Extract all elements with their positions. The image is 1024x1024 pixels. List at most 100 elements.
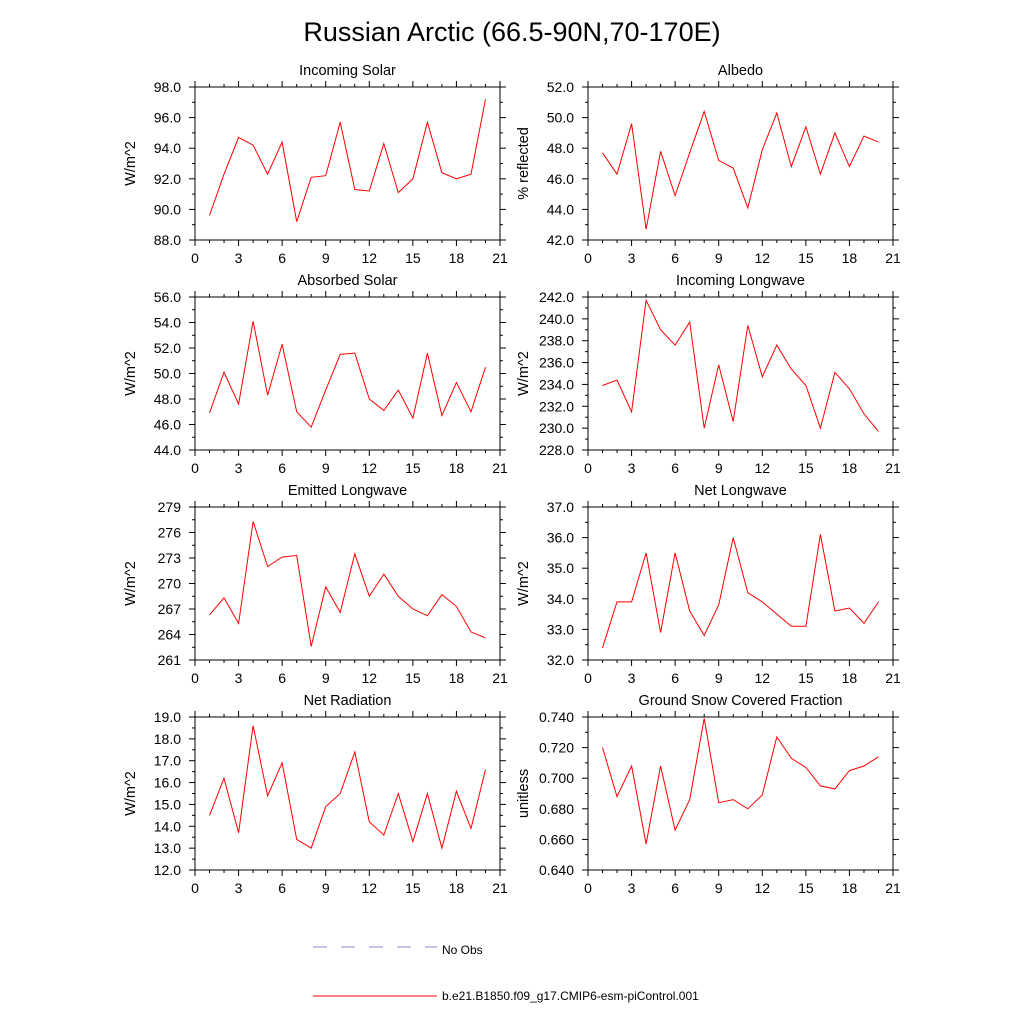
x-tick-label: 15 bbox=[405, 460, 421, 476]
y-tick-label: 0.680 bbox=[539, 801, 574, 817]
y-tick-label: 15.0 bbox=[154, 796, 181, 812]
x-tick-label: 3 bbox=[235, 250, 243, 266]
panel-1: 0 3 6 9 12 15 18 21 98.0 96.0 94.0 92.0 90.0 88.0 Inco… bbox=[123, 63, 508, 266]
x-tick-label: 3 bbox=[235, 460, 243, 476]
y-tick-label: 16.0 bbox=[154, 775, 181, 791]
y-tick-label: 240.0 bbox=[539, 311, 574, 327]
panel-title: Emitted Longwave bbox=[288, 483, 407, 499]
panel-title: Net Radiation bbox=[304, 693, 392, 709]
y-tick-label: 48.0 bbox=[154, 391, 181, 407]
x-tick-label: 21 bbox=[492, 250, 508, 266]
y-tick-label: 46.0 bbox=[154, 417, 181, 433]
y-tick-label: 0.720 bbox=[539, 740, 574, 756]
x-tick-label: 6 bbox=[671, 880, 679, 896]
x-tick-label: 9 bbox=[715, 460, 723, 476]
x-tick-label: 6 bbox=[278, 250, 286, 266]
x-tick-label: 3 bbox=[628, 670, 636, 686]
x-tick-label: 6 bbox=[671, 250, 679, 266]
y-axis-label: % reflected bbox=[516, 127, 532, 200]
x-tick-label: 9 bbox=[715, 670, 723, 686]
series-line bbox=[602, 534, 879, 648]
y-tick-label: 35.0 bbox=[547, 560, 574, 576]
x-tick-label: 12 bbox=[754, 880, 770, 896]
x-tick-label: 21 bbox=[885, 670, 901, 686]
x-tick-label: 0 bbox=[191, 460, 199, 476]
x-tick-label: 9 bbox=[322, 880, 330, 896]
y-tick-label: 228.0 bbox=[539, 442, 574, 458]
y-tick-label: 17.0 bbox=[154, 753, 181, 769]
x-tick-label: 0 bbox=[584, 250, 592, 266]
panel-title: Incoming Solar bbox=[299, 63, 396, 79]
y-tick-label: 94.0 bbox=[154, 140, 181, 156]
x-tick-label: 9 bbox=[322, 460, 330, 476]
x-tick-label: 6 bbox=[278, 880, 286, 896]
x-tick-label: 15 bbox=[798, 880, 814, 896]
y-axis-label: W/m^2 bbox=[516, 561, 532, 606]
y-tick-label: 0.660 bbox=[539, 831, 574, 847]
x-tick-label: 21 bbox=[492, 880, 508, 896]
y-tick-label: 34.0 bbox=[547, 591, 574, 607]
x-tick-label: 15 bbox=[798, 460, 814, 476]
y-tick-label: 236.0 bbox=[539, 355, 574, 371]
panel-3: 0 3 6 9 12 15 18 21 56.0 54.0 52.0 50.0 48.0 46.0 44.0… bbox=[123, 273, 508, 476]
y-tick-label: 48.0 bbox=[547, 140, 574, 156]
y-tick-label: 44.0 bbox=[547, 201, 574, 217]
x-tick-label: 6 bbox=[278, 670, 286, 686]
plot-frame bbox=[194, 86, 501, 241]
panel-title: Absorbed Solar bbox=[298, 273, 398, 289]
x-tick-label: 15 bbox=[798, 670, 814, 686]
y-tick-label: 12.0 bbox=[154, 862, 181, 878]
x-tick-label: 18 bbox=[449, 460, 465, 476]
y-tick-label: 50.0 bbox=[547, 110, 574, 126]
x-tick-label: 6 bbox=[671, 460, 679, 476]
y-tick-label: 32.0 bbox=[547, 652, 574, 668]
y-tick-label: 96.0 bbox=[154, 110, 181, 126]
legend-model-label: b.e21.B1850.f09_g17.CMIP6-esm-piControl.… bbox=[442, 989, 699, 1003]
x-tick-label: 21 bbox=[492, 670, 508, 686]
y-tick-label: 238.0 bbox=[539, 333, 574, 349]
y-tick-label: 19.0 bbox=[154, 709, 181, 725]
y-tick-label: 90.0 bbox=[154, 201, 181, 217]
panel-6: 0 3 6 9 12 15 18 21 37.0 36.0 35.0 34.0 33.0 32.0 Net … bbox=[516, 483, 901, 686]
y-tick-label: 18.0 bbox=[154, 731, 181, 747]
y-tick-label: 261 bbox=[158, 652, 182, 668]
x-tick-label: 3 bbox=[235, 880, 243, 896]
x-tick-label: 6 bbox=[278, 460, 286, 476]
y-axis-label: W/m^2 bbox=[516, 351, 532, 396]
y-axis-label: W/m^2 bbox=[123, 561, 139, 606]
y-tick-label: 42.0 bbox=[547, 232, 574, 248]
plot-frame bbox=[587, 506, 894, 661]
x-tick-label: 21 bbox=[492, 460, 508, 476]
y-tick-label: 0.700 bbox=[539, 770, 574, 786]
figure-title: Russian Arctic (66.5-90N,70-170E) bbox=[303, 17, 720, 47]
y-tick-label: 37.0 bbox=[547, 499, 574, 515]
y-tick-label: 56.0 bbox=[154, 289, 181, 305]
x-tick-label: 0 bbox=[584, 670, 592, 686]
x-tick-label: 3 bbox=[235, 670, 243, 686]
x-tick-label: 3 bbox=[628, 250, 636, 266]
panels-group: 0 3 6 9 12 15 18 21 98.0 96.0 94.0 92.0 90.0 88.0 Inco… bbox=[123, 63, 901, 896]
x-tick-label: 0 bbox=[191, 880, 199, 896]
series-line bbox=[602, 109, 879, 230]
x-tick-label: 15 bbox=[405, 670, 421, 686]
x-tick-label: 12 bbox=[361, 250, 377, 266]
panel-title: Ground Snow Covered Fraction bbox=[639, 693, 843, 709]
y-tick-label: 270 bbox=[158, 576, 182, 592]
x-tick-label: 0 bbox=[584, 460, 592, 476]
y-tick-label: 234.0 bbox=[539, 376, 574, 392]
y-tick-label: 279 bbox=[158, 499, 182, 515]
series-line bbox=[602, 718, 879, 845]
panel-2: 0 3 6 9 12 15 18 21 52.0 50.0 48.0 46.0 44.0 42.0 Albe… bbox=[516, 63, 901, 266]
x-tick-label: 18 bbox=[449, 880, 465, 896]
y-tick-label: 0.640 bbox=[539, 862, 574, 878]
y-tick-label: 267 bbox=[158, 601, 182, 617]
x-tick-label: 18 bbox=[842, 460, 858, 476]
y-tick-label: 232.0 bbox=[539, 398, 574, 414]
y-tick-label: 44.0 bbox=[154, 442, 181, 458]
panel-title: Net Longwave bbox=[694, 483, 787, 499]
x-tick-label: 15 bbox=[405, 880, 421, 896]
x-tick-label: 9 bbox=[322, 670, 330, 686]
y-tick-label: 33.0 bbox=[547, 621, 574, 637]
y-tick-label: 276 bbox=[158, 525, 182, 541]
